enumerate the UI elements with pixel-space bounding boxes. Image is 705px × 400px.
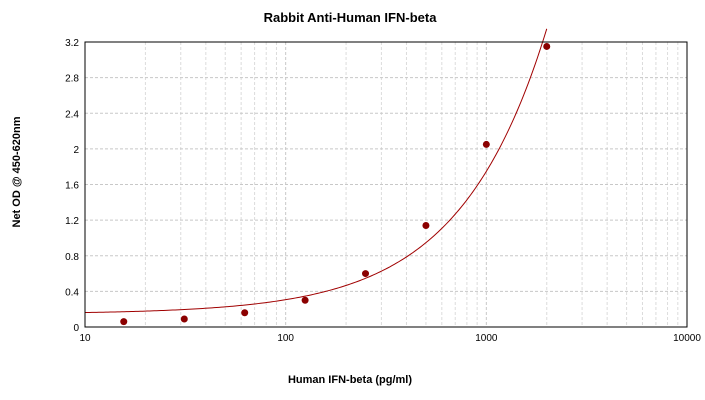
y-tick-label: 2.4 <box>65 109 79 120</box>
y-axis-label: Net OD @ 450-620nm <box>11 116 23 227</box>
y-tick-label: 1.2 <box>65 216 79 227</box>
grid <box>85 42 687 327</box>
data-points <box>120 42 551 326</box>
x-axis-label: Human IFN-beta (pg/ml) <box>288 374 412 386</box>
y-tick-label: 2.8 <box>65 74 79 85</box>
data-point <box>543 42 551 50</box>
data-point <box>422 221 430 229</box>
y-tick-labels: 0 0.4 0.8 1.2 1.6 2 2.4 2.8 3.2 <box>65 38 79 334</box>
x-tick-label: 10000 <box>673 333 701 344</box>
plot-frame <box>84 41 688 328</box>
x-tick-label: 1000 <box>475 333 498 344</box>
chart-title: Rabbit Anti-Human IFN-beta <box>264 10 438 25</box>
data-point <box>241 309 249 317</box>
data-point <box>362 270 370 278</box>
y-tick-label: 2 <box>73 145 79 156</box>
y-tick-label: 0 <box>73 323 79 334</box>
data-point <box>180 315 188 323</box>
y-tick-label: 1.6 <box>65 181 79 192</box>
data-point <box>120 318 128 326</box>
fit-curve-layer <box>84 28 548 314</box>
fit-curve <box>84 28 548 314</box>
y-tick-label: 0.4 <box>65 287 79 298</box>
data-point <box>301 296 309 304</box>
x-tick-label: 100 <box>277 333 294 344</box>
x-tick-labels: 10 100 1000 10000 <box>79 333 701 344</box>
y-tick-label: 0.8 <box>65 252 79 263</box>
data-point <box>482 140 490 148</box>
y-tick-label: 3.2 <box>65 38 79 49</box>
x-tick-label: 10 <box>79 333 91 344</box>
